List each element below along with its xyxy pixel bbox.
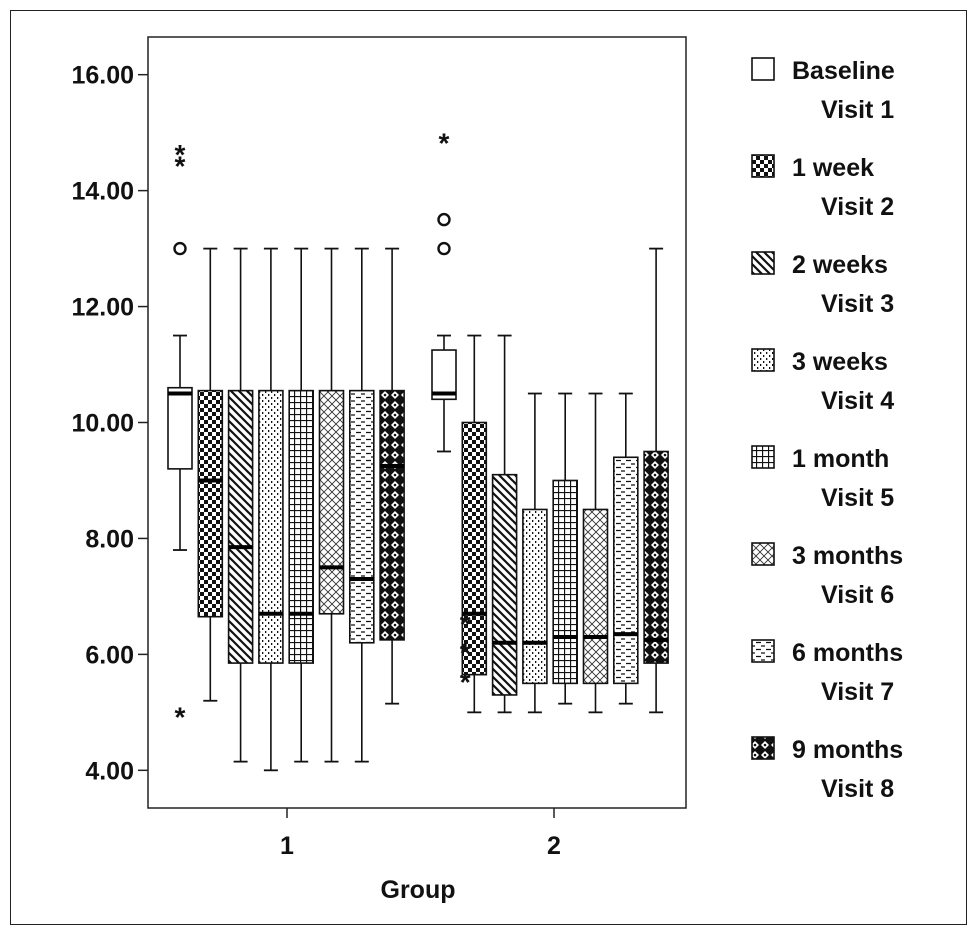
box-iqr [431, 349, 457, 401]
y-tick-label: 12.00 [71, 294, 134, 322]
legend-label: 3 weeks [792, 348, 888, 376]
y-tick-label: 8.00 [85, 525, 134, 553]
box-2-5 [552, 392, 579, 705]
outlier-star: * [175, 139, 186, 170]
legend-swatch [751, 639, 775, 663]
legend-sublabel: Visit 4 [821, 387, 894, 415]
figure-frame [10, 10, 967, 925]
box-1-1: *** [167, 139, 193, 732]
box-iqr [227, 389, 254, 664]
box-iqr [552, 479, 579, 685]
legend-label: 3 months [792, 542, 903, 570]
y-tick-label: 4.00 [85, 757, 134, 785]
legend-sublabel: Visit 5 [821, 484, 894, 512]
box-1-3 [227, 247, 254, 763]
box-2-2 [461, 334, 488, 714]
legend-label: 1 week [792, 154, 874, 182]
box-2-3 [491, 334, 518, 714]
legend: Baseline Visit 1 1 week Visit 2 2 weeks Visit… [751, 57, 903, 803]
outlier-circle [437, 212, 451, 227]
legend-item: 6 months Visit 7 [751, 639, 903, 706]
outlier-star: * [460, 609, 471, 640]
legend-item: 2 weeks Visit 3 [751, 251, 894, 318]
box-1-2 [197, 247, 224, 702]
x-tick-label: 2 [547, 832, 561, 860]
outlier-star: * [460, 638, 471, 669]
box-iqr [461, 421, 488, 676]
outlier-star: * [460, 667, 471, 698]
box-1-4 [258, 247, 284, 772]
legend-sublabel: Visit 8 [821, 775, 894, 803]
y-axis: 4.00 6.00 8.00 10.00 12.00 14.00 16.00 [71, 62, 148, 785]
box-series: ******* [167, 127, 669, 772]
legend-item: 3 months Visit 6 [751, 542, 903, 609]
box-iqr [288, 389, 315, 664]
legend-item: 3 weeks Visit 4 [751, 348, 894, 415]
y-tick-label: 14.00 [71, 178, 134, 206]
box-iqr [612, 456, 639, 685]
box-iqr [491, 473, 518, 696]
box-1-8 [379, 247, 405, 705]
box-iqr [258, 389, 284, 664]
box-iqr [167, 386, 193, 470]
box-2-7 [612, 392, 639, 705]
outlier-circle [173, 241, 187, 256]
legend-swatch [751, 57, 775, 81]
legend-swatch [751, 154, 775, 178]
legend-label: 6 months [792, 639, 903, 667]
box-2-1: * [431, 127, 457, 453]
outlier-circle [437, 241, 451, 256]
legend-sublabel: Visit 2 [821, 193, 894, 221]
box-iqr [582, 508, 609, 685]
legend-item: Baseline Visit 1 [751, 57, 895, 124]
x-axis-title: Group [381, 876, 456, 904]
box-2-4 [522, 392, 548, 714]
box-iqr [379, 389, 405, 641]
y-tick-label: 10.00 [71, 410, 134, 438]
legend-swatch [751, 542, 775, 566]
legend-swatch [751, 445, 775, 469]
legend-label: 1 month [792, 445, 889, 473]
legend-swatch [751, 251, 775, 275]
outlier-star: * [175, 151, 186, 182]
box-iqr [197, 389, 224, 618]
legend-sublabel: Visit 6 [821, 581, 894, 609]
legend-label: 9 months [792, 736, 903, 764]
legend-sublabel: Visit 7 [821, 678, 894, 706]
legend-sublabel: Visit 3 [821, 290, 894, 318]
legend-swatch [751, 736, 775, 760]
legend-item: 9 months Visit 8 [751, 736, 903, 803]
box-iqr [348, 389, 375, 644]
box-iqr [522, 508, 548, 685]
legend-sublabel: Visit 1 [821, 96, 894, 124]
box-1-7 [348, 247, 375, 763]
y-tick-label: 16.00 [71, 62, 134, 90]
box-iqr [318, 389, 345, 615]
box-1-5 [288, 247, 315, 763]
legend-item: 1 week Visit 2 [751, 154, 894, 221]
outlier-star: * [439, 127, 450, 158]
legend-label: 2 weeks [792, 251, 888, 279]
legend-item: 1 month Visit 5 [751, 445, 894, 512]
legend-swatch [751, 348, 775, 372]
x-tick-label: 1 [280, 832, 294, 860]
y-tick-label: 6.00 [85, 641, 134, 669]
legend-label: Baseline [792, 57, 895, 85]
box-1-6 [318, 247, 345, 763]
box-iqr [643, 450, 669, 664]
box-2-6 [582, 392, 609, 714]
outlier-star: * [175, 701, 186, 732]
box-2-8 [643, 247, 669, 714]
